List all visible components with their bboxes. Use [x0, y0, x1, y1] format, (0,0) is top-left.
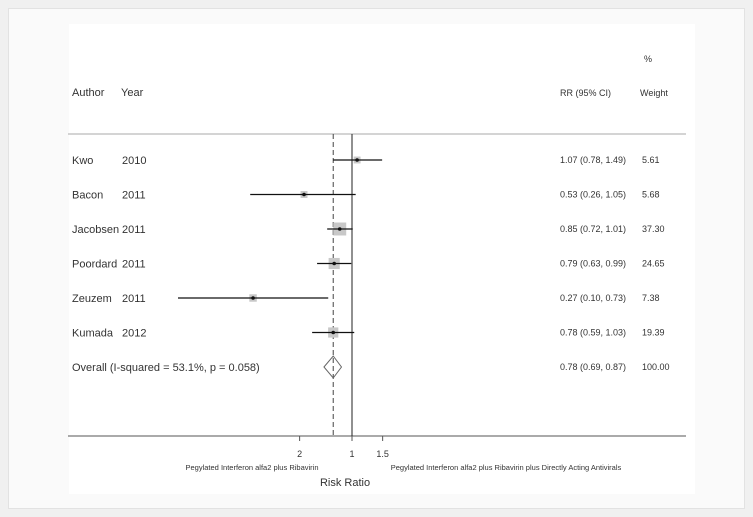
study-row-zeuzem: Zeuzem 2011 0.27 (0.10, 0.73) 7.38 — [72, 293, 660, 305]
study-author: Poordard — [72, 259, 117, 271]
study-weight: 37.30 — [642, 224, 665, 234]
study-year: 2011 — [122, 259, 146, 271]
study-row-kumada: Kumada 2012 0.78 (0.59, 1.03) 19.39 — [72, 327, 665, 340]
study-author: Kumada — [72, 328, 114, 340]
point-estimate — [331, 330, 336, 335]
overall-diamond — [323, 355, 343, 379]
overall-row: Overall (I-squared = 53.1%, p = 0.058) 0.… — [72, 355, 670, 379]
study-author: Kwo — [72, 155, 93, 167]
study-author: Jacobsen — [72, 224, 119, 236]
study-year: 2010 — [122, 155, 146, 167]
header-year: Year — [121, 87, 144, 99]
point-estimate — [251, 296, 255, 300]
overall-weight: 100.00 — [642, 362, 670, 372]
overall-rr-ci: 0.78 (0.69, 0.87) — [560, 362, 626, 372]
study-rr-ci: 0.78 (0.59, 1.03) — [560, 328, 626, 338]
favors-right-label: Pegylated Interferon alfa2 plus Ribaviri… — [391, 463, 622, 472]
header-weight-percent: % — [644, 54, 652, 64]
study-row-jacobsen: Jacobsen 2011 0.85 (0.72, 1.01) 37.30 — [72, 222, 665, 236]
point-estimate — [355, 158, 359, 162]
study-rr-ci: 0.79 (0.63, 0.99) — [560, 259, 626, 269]
study-row-bacon: Bacon 2011 0.53 (0.26, 1.05) 5.68 — [72, 190, 660, 202]
point-estimate — [302, 192, 306, 197]
favors-left-label: Pegylated Interferon alfa2 plus Ribaviri… — [186, 463, 319, 472]
x-tick-label: 2 — [297, 449, 302, 459]
study-author: Bacon — [72, 190, 103, 202]
plot-panel — [8, 8, 745, 509]
header-author: Author — [72, 87, 105, 99]
study-row-poordard: Poordard 2011 0.79 (0.63, 0.99) 24.65 — [72, 257, 665, 271]
study-weight: 7.38 — [642, 293, 660, 303]
x-tick-label: 1 — [349, 449, 354, 459]
x-axis-title: Risk Ratio — [320, 477, 370, 489]
study-year: 2011 — [122, 190, 146, 202]
header-rr-ci: RR (95% CI) — [560, 88, 611, 98]
x-tick-label: 1.5 — [376, 449, 389, 459]
plot-area — [69, 24, 695, 494]
point-estimate — [337, 227, 342, 231]
study-rr-ci: 0.53 (0.26, 1.05) — [560, 190, 626, 200]
study-weight: 19.39 — [642, 328, 665, 338]
study-rr-ci: 0.85 (0.72, 1.01) — [560, 224, 626, 234]
study-weight: 5.68 — [642, 190, 660, 200]
study-row-kwo: Kwo 2010 1.07 (0.78, 1.49) 5.61 — [72, 155, 660, 167]
study-year: 2011 — [122, 293, 146, 305]
header-weight: Weight — [640, 88, 668, 98]
study-author: Zeuzem — [72, 293, 112, 305]
point-estimate — [332, 261, 336, 266]
study-weight: 5.61 — [642, 155, 660, 165]
study-rr-ci: 1.07 (0.78, 1.49) — [560, 155, 626, 165]
study-rr-ci: 0.27 (0.10, 0.73) — [560, 293, 626, 303]
study-year: 2012 — [122, 328, 146, 340]
study-year: 2011 — [122, 224, 146, 236]
overall-label: Overall (I-squared = 53.1%, p = 0.058) — [72, 362, 260, 374]
study-weight: 24.65 — [642, 259, 665, 269]
